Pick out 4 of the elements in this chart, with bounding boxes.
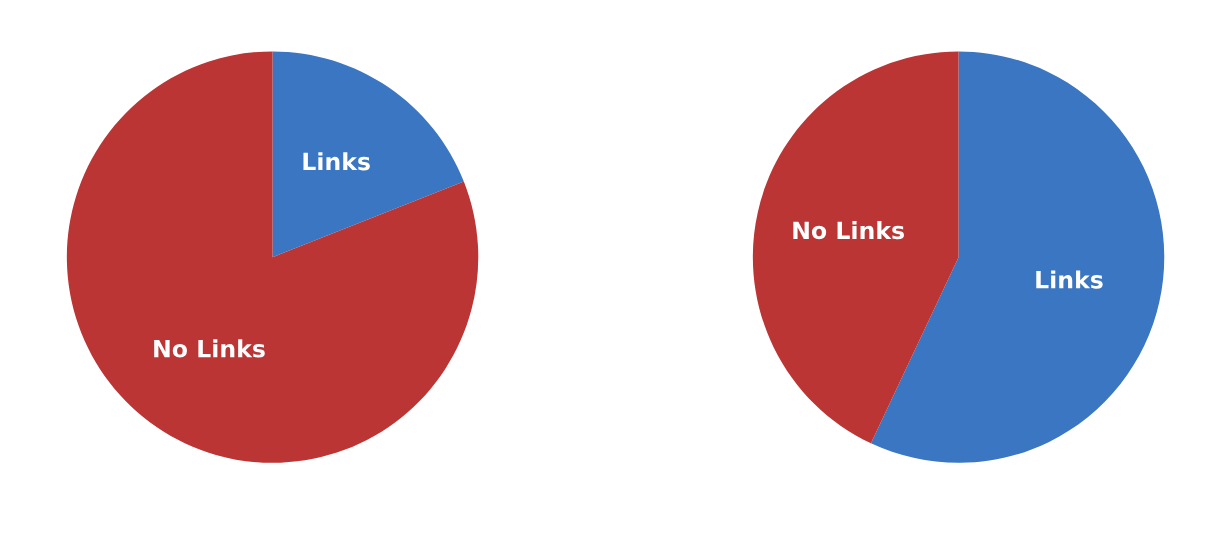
slice-label: Links <box>1036 270 1103 289</box>
slice-label: Links <box>303 152 370 171</box>
slice-label: No Links <box>154 339 265 358</box>
slice-label: No Links <box>793 221 904 240</box>
